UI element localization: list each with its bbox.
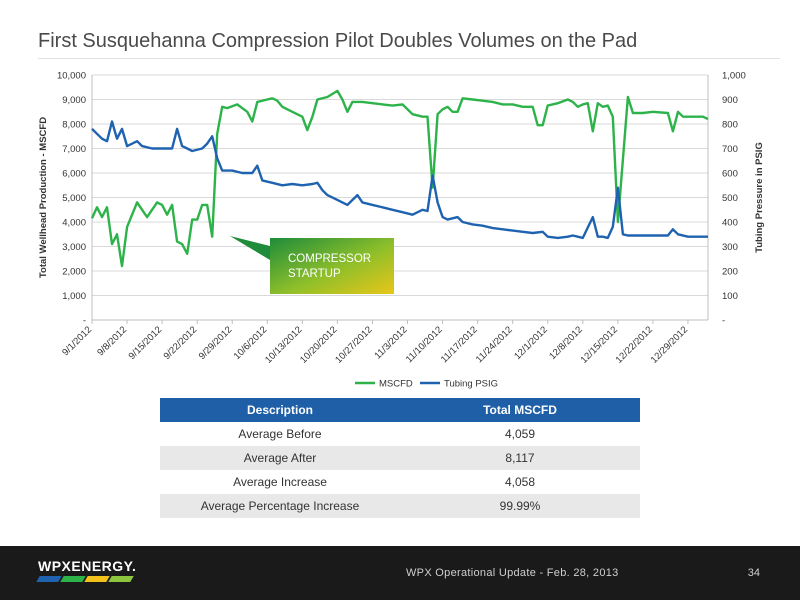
compressor-startup-callout: COMPRESSOR STARTUP: [230, 236, 394, 294]
y-tick-label: 5,000: [62, 193, 86, 204]
column-header-total-mscfd: Total MSCFD: [400, 398, 640, 422]
x-tick-label: 10/20/2012: [298, 324, 339, 365]
row-description: Average Before: [160, 422, 400, 446]
row-value: 4,058: [400, 470, 640, 494]
y-tick-label: 9,000: [62, 95, 86, 106]
footer-bar: WPXENERGY. WPX Operational Update - Feb.…: [0, 546, 800, 600]
row-description: Average Percentage Increase: [160, 494, 400, 518]
row-description: Average After: [160, 446, 400, 470]
table-header-row: Description Total MSCFD: [160, 398, 640, 422]
y-tick-label: -: [83, 316, 86, 327]
y-tick-label: 7,000: [62, 144, 86, 155]
x-tick-label: 12/22/2012: [614, 324, 655, 365]
y-tick-label: 8,000: [62, 120, 86, 131]
callout-line: COMPRESSOR: [288, 253, 371, 265]
x-tick-label: 9/29/2012: [197, 324, 235, 362]
y-tick-label: 4,000: [62, 218, 86, 229]
x-tick-label: 10/27/2012: [333, 324, 374, 365]
y-tick-label: 1,000: [62, 291, 86, 302]
y-right-tick-label: -: [722, 316, 725, 327]
y-right-tick-label: 200: [722, 267, 738, 278]
y-right-tick-label: 400: [722, 218, 738, 229]
logo-stripe: [60, 576, 86, 582]
legend-label: MSCFD: [379, 379, 413, 390]
table-row: Average Increase 4,058: [160, 470, 640, 494]
x-tick-label: 10/13/2012: [263, 324, 304, 365]
callout-pointer: [230, 236, 270, 260]
y-right-tick-label: 100: [722, 291, 738, 302]
y-tick-label: 3,000: [62, 242, 86, 253]
column-header-description: Description: [160, 398, 400, 422]
summary-table: Description Total MSCFD Average Before 4…: [160, 398, 640, 518]
logo-text: WPXENERGY.: [38, 558, 137, 574]
x-tick-label: 11/24/2012: [474, 324, 515, 365]
y-right-tick-label: 600: [722, 169, 738, 180]
y-axis-title: Total Wellhead Production - MSCFD: [38, 117, 49, 278]
y-tick-label: 10,000: [57, 71, 86, 82]
series-line-tubing-psig: [91, 120, 708, 240]
x-tick-label: 9/8/2012: [95, 324, 129, 358]
row-value: 8,117: [400, 446, 640, 470]
y-right-tick-label: 1,000: [722, 71, 746, 82]
slide-title: First Susquehanna Compression Pilot Doub…: [38, 30, 638, 52]
footer-note: WPX Operational Update - Feb. 28, 2013: [406, 567, 619, 579]
y-right-tick-label: 500: [722, 193, 738, 204]
row-value: 99.99%: [400, 494, 640, 518]
x-tick-label: 11/17/2012: [439, 324, 480, 365]
logo-stripes: [36, 576, 136, 582]
row-description: Average Increase: [160, 470, 400, 494]
y-right-tick-label: 700: [722, 144, 738, 155]
callout-label: COMPRESSOR STARTUP: [288, 253, 371, 280]
legend-label: Tubing PSIG: [444, 379, 498, 390]
page-number: 34: [747, 567, 760, 579]
logo-stripe: [36, 576, 62, 582]
x-tick-label: 9/15/2012: [127, 324, 165, 362]
x-tick-label: 12/15/2012: [579, 324, 620, 365]
y-right-tick-label: 900: [722, 95, 738, 106]
production-chart: - - 1,000 100 2,000 200 3,000 300 4,000 400 5,000 5…: [38, 71, 765, 390]
series-lines: [90, 89, 709, 268]
y-tick-label: 6,000: [62, 169, 86, 180]
table-row: Average Before 4,059: [160, 422, 640, 446]
x-tick-label: 9/22/2012: [162, 324, 200, 362]
table-row: Average Percentage Increase 99.99%: [160, 494, 640, 518]
callout-box: [270, 238, 394, 294]
y-right-tick-label: 800: [722, 120, 738, 131]
wpx-energy-logo: WPXENERGY.: [36, 558, 137, 582]
table-row: Average After 8,117: [160, 446, 640, 470]
logo-stripe: [108, 576, 134, 582]
y-right-tick-label: 300: [722, 242, 738, 253]
row-value: 4,059: [400, 422, 640, 446]
gridlines: [92, 74, 708, 321]
title-divider: [38, 58, 780, 59]
y-right-axis-title: Tubing Pressure in PSIG: [754, 142, 765, 253]
x-tick-label: 9/1/2012: [60, 324, 94, 358]
y-tick-label: 2,000: [62, 267, 86, 278]
x-tick-label: 12/1/2012: [512, 324, 550, 362]
legend: MSCFD Tubing PSIG: [355, 379, 498, 390]
x-tick-label: 12/29/2012: [649, 324, 690, 365]
logo-stripe: [84, 576, 110, 582]
series-line-mscfd: [90, 89, 709, 268]
callout-line: STARTUP: [288, 268, 341, 280]
x-tick-label: 11/10/2012: [404, 324, 445, 365]
